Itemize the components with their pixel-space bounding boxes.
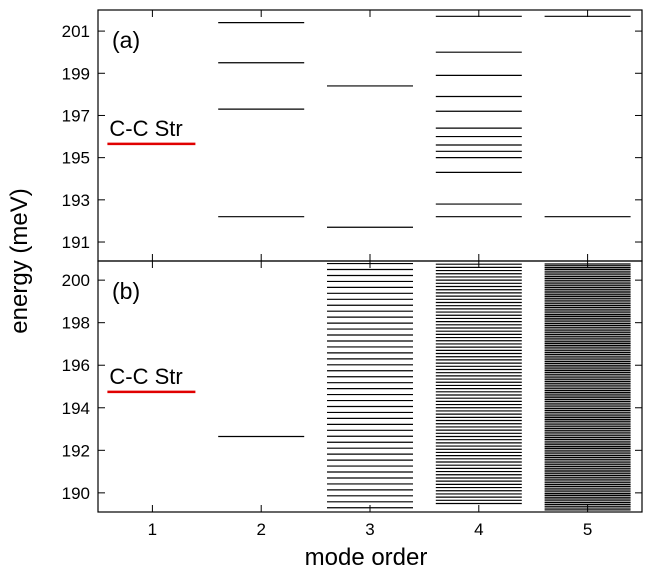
y-tick-label: 201 xyxy=(62,22,90,41)
y-tick-label: 193 xyxy=(62,191,90,210)
x-tick-label: 4 xyxy=(474,520,483,539)
y-tick-label: 197 xyxy=(62,106,90,125)
y-axis-label: energy (meV) xyxy=(6,188,33,333)
y-tick-label: 200 xyxy=(62,271,90,290)
y-tick-label: 198 xyxy=(62,314,90,333)
y-tick-label: 192 xyxy=(62,441,90,460)
y-tick-label: 196 xyxy=(62,356,90,375)
panel-label: (a) xyxy=(112,27,140,53)
x-tick-label: 1 xyxy=(148,520,157,539)
cc-stretch-label: C-C Str xyxy=(109,364,182,389)
cc-stretch-label: C-C Str xyxy=(109,116,182,141)
y-tick-label: 194 xyxy=(62,399,90,418)
y-tick-label: 191 xyxy=(62,233,90,252)
y-tick-label: 199 xyxy=(62,64,90,83)
x-tick-label: 2 xyxy=(256,520,265,539)
x-tick-label: 5 xyxy=(583,520,592,539)
x-tick-label: 3 xyxy=(365,520,374,539)
y-tick-label: 195 xyxy=(62,149,90,168)
panel-label: (b) xyxy=(112,278,140,304)
plot-frame xyxy=(97,260,643,513)
y-tick-label: 190 xyxy=(62,484,90,503)
x-axis-label: mode order xyxy=(305,544,428,571)
